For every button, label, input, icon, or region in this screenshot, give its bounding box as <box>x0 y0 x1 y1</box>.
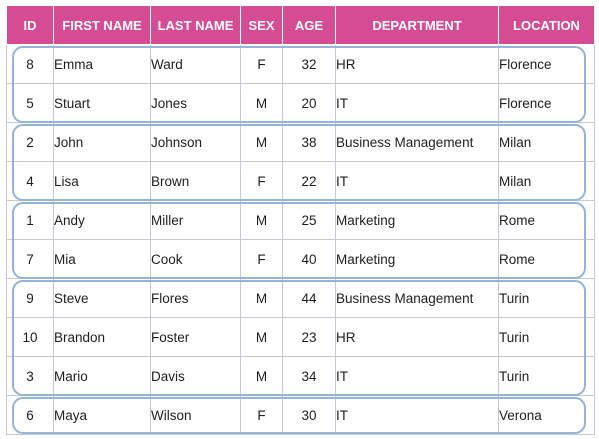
cell-sex[interactable]: M <box>240 317 283 357</box>
header-department[interactable]: DEPARTMENT <box>335 5 499 45</box>
table-row[interactable]: 4 Lisa Brown F 22 IT Milan <box>6 161 595 201</box>
cell-first-name[interactable]: Stuart <box>53 83 151 123</box>
table-body: 8 Emma Ward F 32 HR Florence 5 Stuart Jones M 20 IT F… <box>6 44 595 435</box>
cell-sex[interactable]: M <box>240 122 283 162</box>
cell-age[interactable]: 40 <box>282 239 336 279</box>
header-id[interactable]: ID <box>6 5 54 45</box>
cell-age[interactable]: 20 <box>282 83 336 123</box>
table-row[interactable]: 8 Emma Ward F 32 HR Florence <box>6 44 595 84</box>
cell-department[interactable]: Marketing <box>335 200 499 240</box>
header-sex[interactable]: SEX <box>240 5 283 45</box>
cell-first-name[interactable]: Maya <box>53 395 151 435</box>
cell-id[interactable]: 8 <box>6 44 54 84</box>
cell-sex[interactable]: F <box>240 395 283 435</box>
cell-age[interactable]: 32 <box>282 44 336 84</box>
cell-location[interactable]: Turin <box>498 317 595 357</box>
cell-department[interactable]: IT <box>335 161 499 201</box>
header-location[interactable]: LOCATION <box>498 5 595 45</box>
cell-last-name[interactable]: Foster <box>150 317 241 357</box>
cell-sex[interactable]: F <box>240 44 283 84</box>
cell-id[interactable]: 5 <box>6 83 54 123</box>
cell-last-name[interactable]: Brown <box>150 161 241 201</box>
cell-first-name[interactable]: Brandon <box>53 317 151 357</box>
cell-first-name[interactable]: John <box>53 122 151 162</box>
table-row[interactable]: 10 Brandon Foster M 23 HR Turin <box>6 317 595 357</box>
cell-sex[interactable]: M <box>240 83 283 123</box>
cell-age[interactable]: 22 <box>282 161 336 201</box>
cell-sex[interactable]: F <box>240 239 283 279</box>
cell-id[interactable]: 9 <box>6 278 54 318</box>
cell-department[interactable]: IT <box>335 395 499 435</box>
cell-id[interactable]: 1 <box>6 200 54 240</box>
cell-sex[interactable]: M <box>240 200 283 240</box>
cell-department[interactable]: Business Management <box>335 122 499 162</box>
cell-department[interactable]: Marketing <box>335 239 499 279</box>
cell-last-name[interactable]: Cook <box>150 239 241 279</box>
cell-first-name[interactable]: Mia <box>53 239 151 279</box>
cell-first-name[interactable]: Steve <box>53 278 151 318</box>
cell-department[interactable]: IT <box>335 356 499 396</box>
cell-location[interactable]: Rome <box>498 200 595 240</box>
cell-location[interactable]: Milan <box>498 122 595 162</box>
cell-department[interactable]: HR <box>335 317 499 357</box>
cell-age[interactable]: 34 <box>282 356 336 396</box>
cell-last-name[interactable]: Ward <box>150 44 241 84</box>
header-last-name[interactable]: LAST NAME <box>150 5 241 45</box>
cell-age[interactable]: 25 <box>282 200 336 240</box>
cell-id[interactable]: 10 <box>6 317 54 357</box>
cell-department[interactable]: IT <box>335 83 499 123</box>
header-first-name[interactable]: FIRST NAME <box>53 5 151 45</box>
cell-sex[interactable]: F <box>240 161 283 201</box>
cell-id[interactable]: 4 <box>6 161 54 201</box>
cell-last-name[interactable]: Wilson <box>150 395 241 435</box>
cell-last-name[interactable]: Jones <box>150 83 241 123</box>
header-row: ID FIRST NAME LAST NAME SEX AGE DEPARTME… <box>6 5 595 45</box>
cell-id[interactable]: 7 <box>6 239 54 279</box>
cell-sex[interactable]: M <box>240 356 283 396</box>
employee-table-container: ID FIRST NAME LAST NAME SEX AGE DEPARTME… <box>6 5 595 435</box>
cell-age[interactable]: 38 <box>282 122 336 162</box>
cell-age[interactable]: 23 <box>282 317 336 357</box>
cell-location[interactable]: Turin <box>498 356 595 396</box>
header-age[interactable]: AGE <box>282 5 336 45</box>
cell-department[interactable]: Business Management <box>335 278 499 318</box>
table-row[interactable]: 7 Mia Cook F 40 Marketing Rome <box>6 239 595 279</box>
cell-first-name[interactable]: Emma <box>53 44 151 84</box>
cell-id[interactable]: 6 <box>6 395 54 435</box>
table-row[interactable]: 3 Mario Davis M 34 IT Turin <box>6 356 595 396</box>
cell-first-name[interactable]: Lisa <box>53 161 151 201</box>
cell-last-name[interactable]: Miller <box>150 200 241 240</box>
table-row[interactable]: 9 Steve Flores M 44 Business Management Turin <box>6 278 595 318</box>
cell-location[interactable]: Florence <box>498 44 595 84</box>
cell-last-name[interactable]: Davis <box>150 356 241 396</box>
cell-location[interactable]: Florence <box>498 83 595 123</box>
table-row[interactable]: 5 Stuart Jones M 20 IT Florence <box>6 83 595 123</box>
cell-age[interactable]: 30 <box>282 395 336 435</box>
cell-first-name[interactable]: Mario <box>53 356 151 396</box>
cell-location[interactable]: Verona <box>498 395 595 435</box>
cell-location[interactable]: Milan <box>498 161 595 201</box>
cell-last-name[interactable]: Johnson <box>150 122 241 162</box>
cell-location[interactable]: Rome <box>498 239 595 279</box>
table-row[interactable]: 1 Andy Miller M 25 Marketing Rome <box>6 200 595 240</box>
table-row[interactable]: 6 Maya Wilson F 30 IT Verona <box>6 395 595 435</box>
table-row[interactable]: 2 John Johnson M 38 Business Management Milan <box>6 122 595 162</box>
cell-id[interactable]: 2 <box>6 122 54 162</box>
cell-last-name[interactable]: Flores <box>150 278 241 318</box>
cell-department[interactable]: HR <box>335 44 499 84</box>
cell-age[interactable]: 44 <box>282 278 336 318</box>
employee-table: ID FIRST NAME LAST NAME SEX AGE DEPARTME… <box>6 5 595 435</box>
cell-sex[interactable]: M <box>240 278 283 318</box>
cell-first-name[interactable]: Andy <box>53 200 151 240</box>
cell-id[interactable]: 3 <box>6 356 54 396</box>
cell-location[interactable]: Turin <box>498 278 595 318</box>
